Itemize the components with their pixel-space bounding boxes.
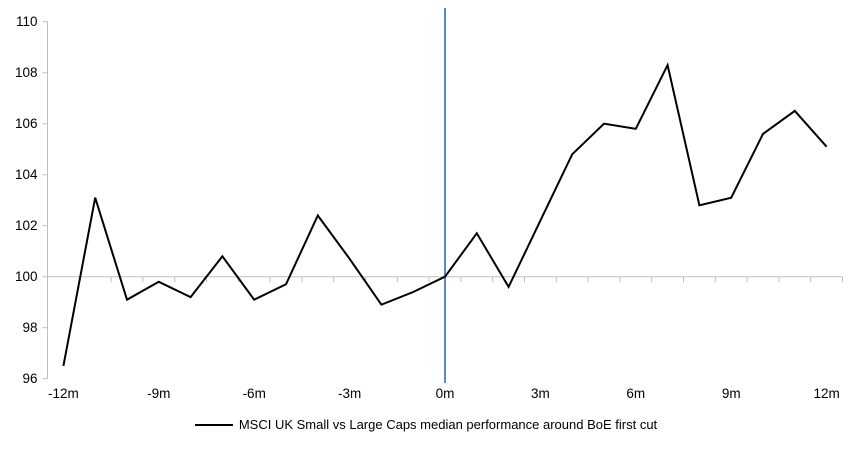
- x-tick-label: 12m: [813, 386, 839, 401]
- legend: MSCI UK Small vs Large Caps median perfo…: [0, 417, 852, 432]
- y-tick-label: 100: [15, 269, 38, 284]
- x-tick-label: -12m: [48, 386, 79, 401]
- series-polyline: [62, 62, 828, 367]
- y-tick-label: 102: [15, 218, 38, 233]
- y-tick-label: 106: [15, 116, 38, 131]
- x-tick-label: 6m: [626, 386, 645, 401]
- y-tick-label: 110: [16, 14, 38, 29]
- x-tick-label: -9m: [147, 386, 170, 401]
- y-tick-label: 96: [22, 371, 37, 386]
- y-tick-label: 98: [22, 320, 37, 335]
- x-tick-label: -6m: [243, 386, 266, 401]
- x-tick-label: 3m: [531, 386, 550, 401]
- legend-line-sample: [194, 423, 233, 426]
- legend-label: MSCI UK Small vs Large Caps median perfo…: [238, 417, 658, 432]
- x-tick-label: -3m: [338, 386, 361, 401]
- x-tick-label: 0m: [436, 386, 455, 401]
- x-tick-label: 9m: [722, 386, 741, 401]
- y-tick-label: 104: [15, 167, 38, 182]
- y-tick-label: 108: [15, 65, 38, 80]
